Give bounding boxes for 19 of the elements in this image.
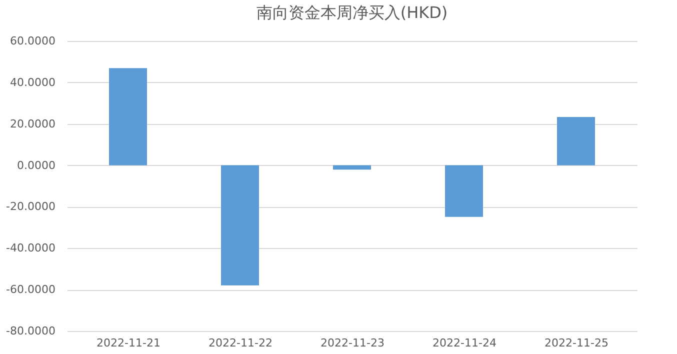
y-tick-label: 60.0000 [10,34,56,48]
bar [557,117,595,166]
x-tick-label: 2022-11-23 [320,336,384,350]
x-tick-label: 2022-11-21 [96,336,160,350]
y-tick-label: 40.0000 [10,76,56,89]
y-tick-label: -80.0000 [6,324,56,338]
y-tick-label: 0.0000 [17,158,56,172]
bar [333,165,371,170]
chart-title: 南向资金本周净买入(HKD) [256,3,448,22]
x-tick-label: 2022-11-22 [208,336,272,350]
y-tick-label: 20.0000 [10,117,56,130]
bar [221,165,259,286]
y-tick-label: -20.0000 [6,200,56,214]
y-tick-label: -60.0000 [6,283,56,296]
x-tick-label: 2022-11-24 [432,336,496,350]
x-tick-label: 2022-11-25 [544,336,608,350]
y-tick-label: -40.0000 [6,242,56,255]
bar [445,165,483,217]
bar [109,68,147,166]
